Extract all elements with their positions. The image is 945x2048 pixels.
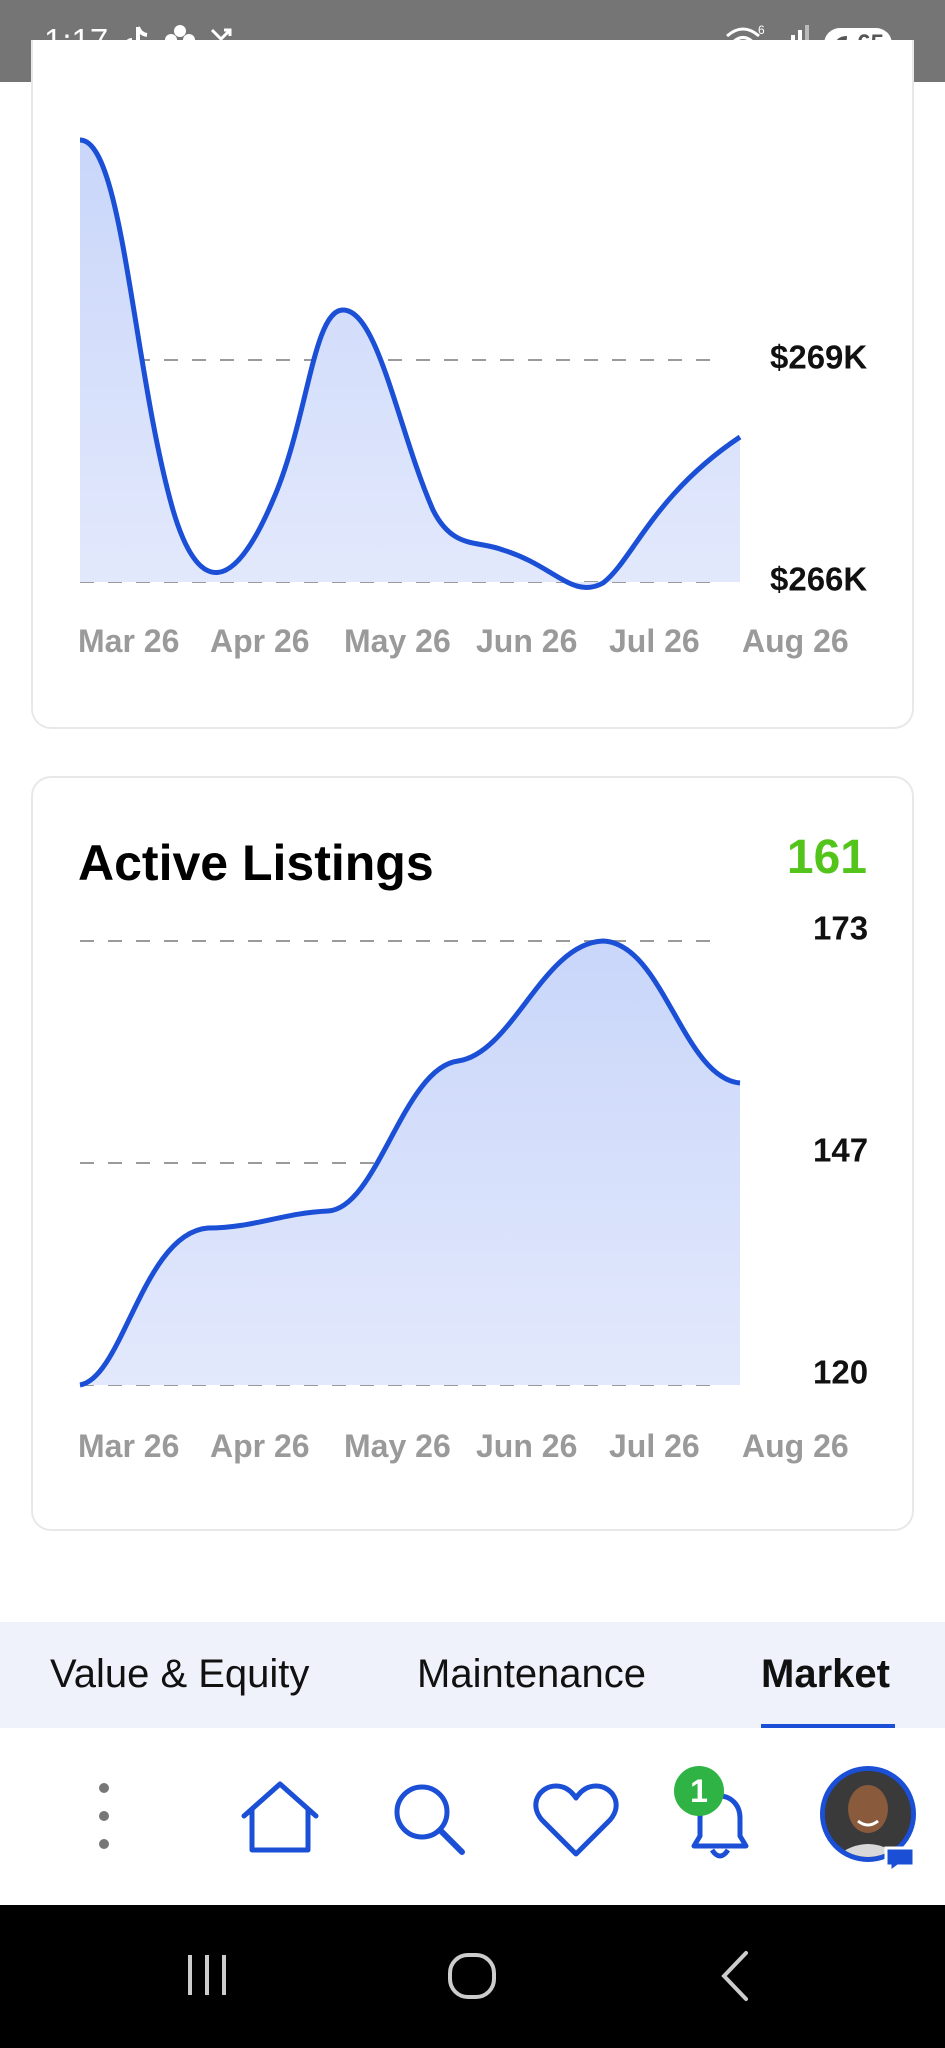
more-icon[interactable] (96, 1780, 112, 1857)
x-tick-label: Aug 26 (742, 1428, 849, 1464)
active-tab-indicator (761, 1724, 895, 1728)
avatar[interactable] (820, 1766, 916, 1862)
area-fill (80, 140, 740, 588)
home-value-card: $269K $266K Mar 26 Apr 26 May 26 Jun 26 … (31, 40, 914, 729)
home-value-chart: $269K $266K Mar 26 Apr 26 May 26 Jun 26 … (78, 137, 867, 659)
back-icon[interactable] (716, 1949, 752, 2003)
area-fill (80, 941, 740, 1385)
svg-text:6: 6 (758, 24, 765, 37)
home-icon[interactable] (238, 1778, 322, 1859)
chat-bubble-icon (884, 1846, 916, 1874)
current-value: 161 (786, 831, 867, 884)
x-tick-label: Apr 26 (210, 1428, 310, 1464)
x-tick-label: Jul 26 (609, 1428, 700, 1464)
value-line (79, 137, 742, 590)
x-tick-label: Mar 26 (78, 623, 179, 659)
y-tick-label: 173 (813, 910, 868, 947)
search-icon[interactable] (390, 1780, 466, 1861)
x-tick-label: Apr 26 (210, 623, 310, 659)
tab-maintenance[interactable]: Maintenance (417, 1652, 647, 1696)
recent-apps-icon[interactable] (184, 1953, 232, 1997)
y-tick-label: $266K (770, 561, 867, 598)
x-tick-label: Jun 26 (476, 623, 577, 659)
x-tick-label: Jun 26 (476, 1428, 577, 1464)
x-tick-label: Mar 26 (78, 1428, 179, 1464)
y-tick-label: 147 (813, 1132, 868, 1169)
active-listings-chart: 173 147 120 Mar 26 Apr 26 May 26 Jun 26 … (78, 910, 868, 1464)
card-title: Active Listings (78, 835, 434, 891)
home-circle-icon[interactable] (446, 1951, 498, 2001)
section-tabs: Value & Equity Maintenance Market (0, 1622, 945, 1728)
bottom-nav: 1 (0, 1728, 945, 1905)
system-navigation-bar (0, 1905, 945, 2048)
tab-market[interactable]: Market (761, 1652, 890, 1696)
heart-icon[interactable] (532, 1782, 620, 1863)
x-tick-label: Jul 26 (609, 623, 700, 659)
listings-line (79, 938, 741, 1388)
tab-value-equity[interactable]: Value & Equity (50, 1652, 310, 1696)
x-tick-label: Aug 26 (742, 623, 849, 659)
y-tick-label: $269K (770, 339, 867, 376)
x-tick-label: May 26 (344, 623, 451, 659)
active-listings-card: 173 147 120 Mar 26 Apr 26 May 26 Jun 26 … (31, 776, 914, 1531)
y-tick-label: 120 (813, 1354, 868, 1391)
x-tick-label: May 26 (344, 1428, 451, 1464)
notification-badge: 1 (674, 1766, 724, 1816)
